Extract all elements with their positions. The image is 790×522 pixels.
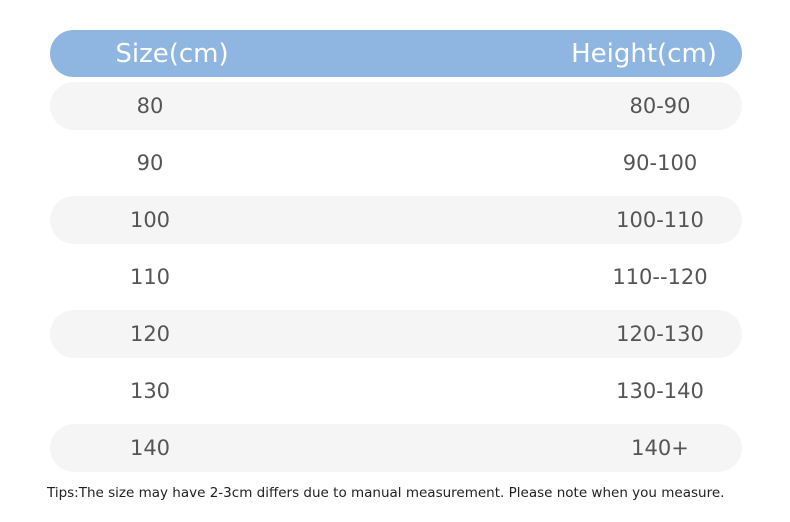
- size-cell: 110: [129, 265, 171, 289]
- table-row: 90 90-100: [50, 139, 742, 187]
- table-row: 80 80-90: [50, 82, 742, 130]
- size-cell: 80: [136, 94, 164, 118]
- table-row: 140 140+: [50, 424, 742, 472]
- size-cell: 140: [129, 436, 171, 460]
- height-cell: 120-130: [616, 322, 704, 346]
- table-row: 110 110--120: [50, 253, 742, 301]
- table-row: 130 130-140: [50, 367, 742, 415]
- height-cell: 80-90: [629, 94, 691, 118]
- header-height: Height(cm): [571, 38, 717, 69]
- height-cell: 110--120: [612, 265, 708, 289]
- header-size: Size(cm): [115, 38, 229, 69]
- size-cell: 100: [129, 208, 171, 232]
- height-cell: 90-100: [622, 151, 698, 175]
- size-cell: 130: [129, 379, 171, 403]
- size-cell: 90: [136, 151, 164, 175]
- tips-note: Tips:The size may have 2-3cm differs due…: [47, 485, 725, 501]
- height-cell: 100-110: [616, 208, 704, 232]
- table-header: Size(cm) Height(cm): [50, 30, 742, 77]
- height-cell: 140+: [631, 436, 689, 460]
- size-cell: 120: [129, 322, 171, 346]
- table-row: 120 120-130: [50, 310, 742, 358]
- height-cell: 130-140: [616, 379, 704, 403]
- table-row: 100 100-110: [50, 196, 742, 244]
